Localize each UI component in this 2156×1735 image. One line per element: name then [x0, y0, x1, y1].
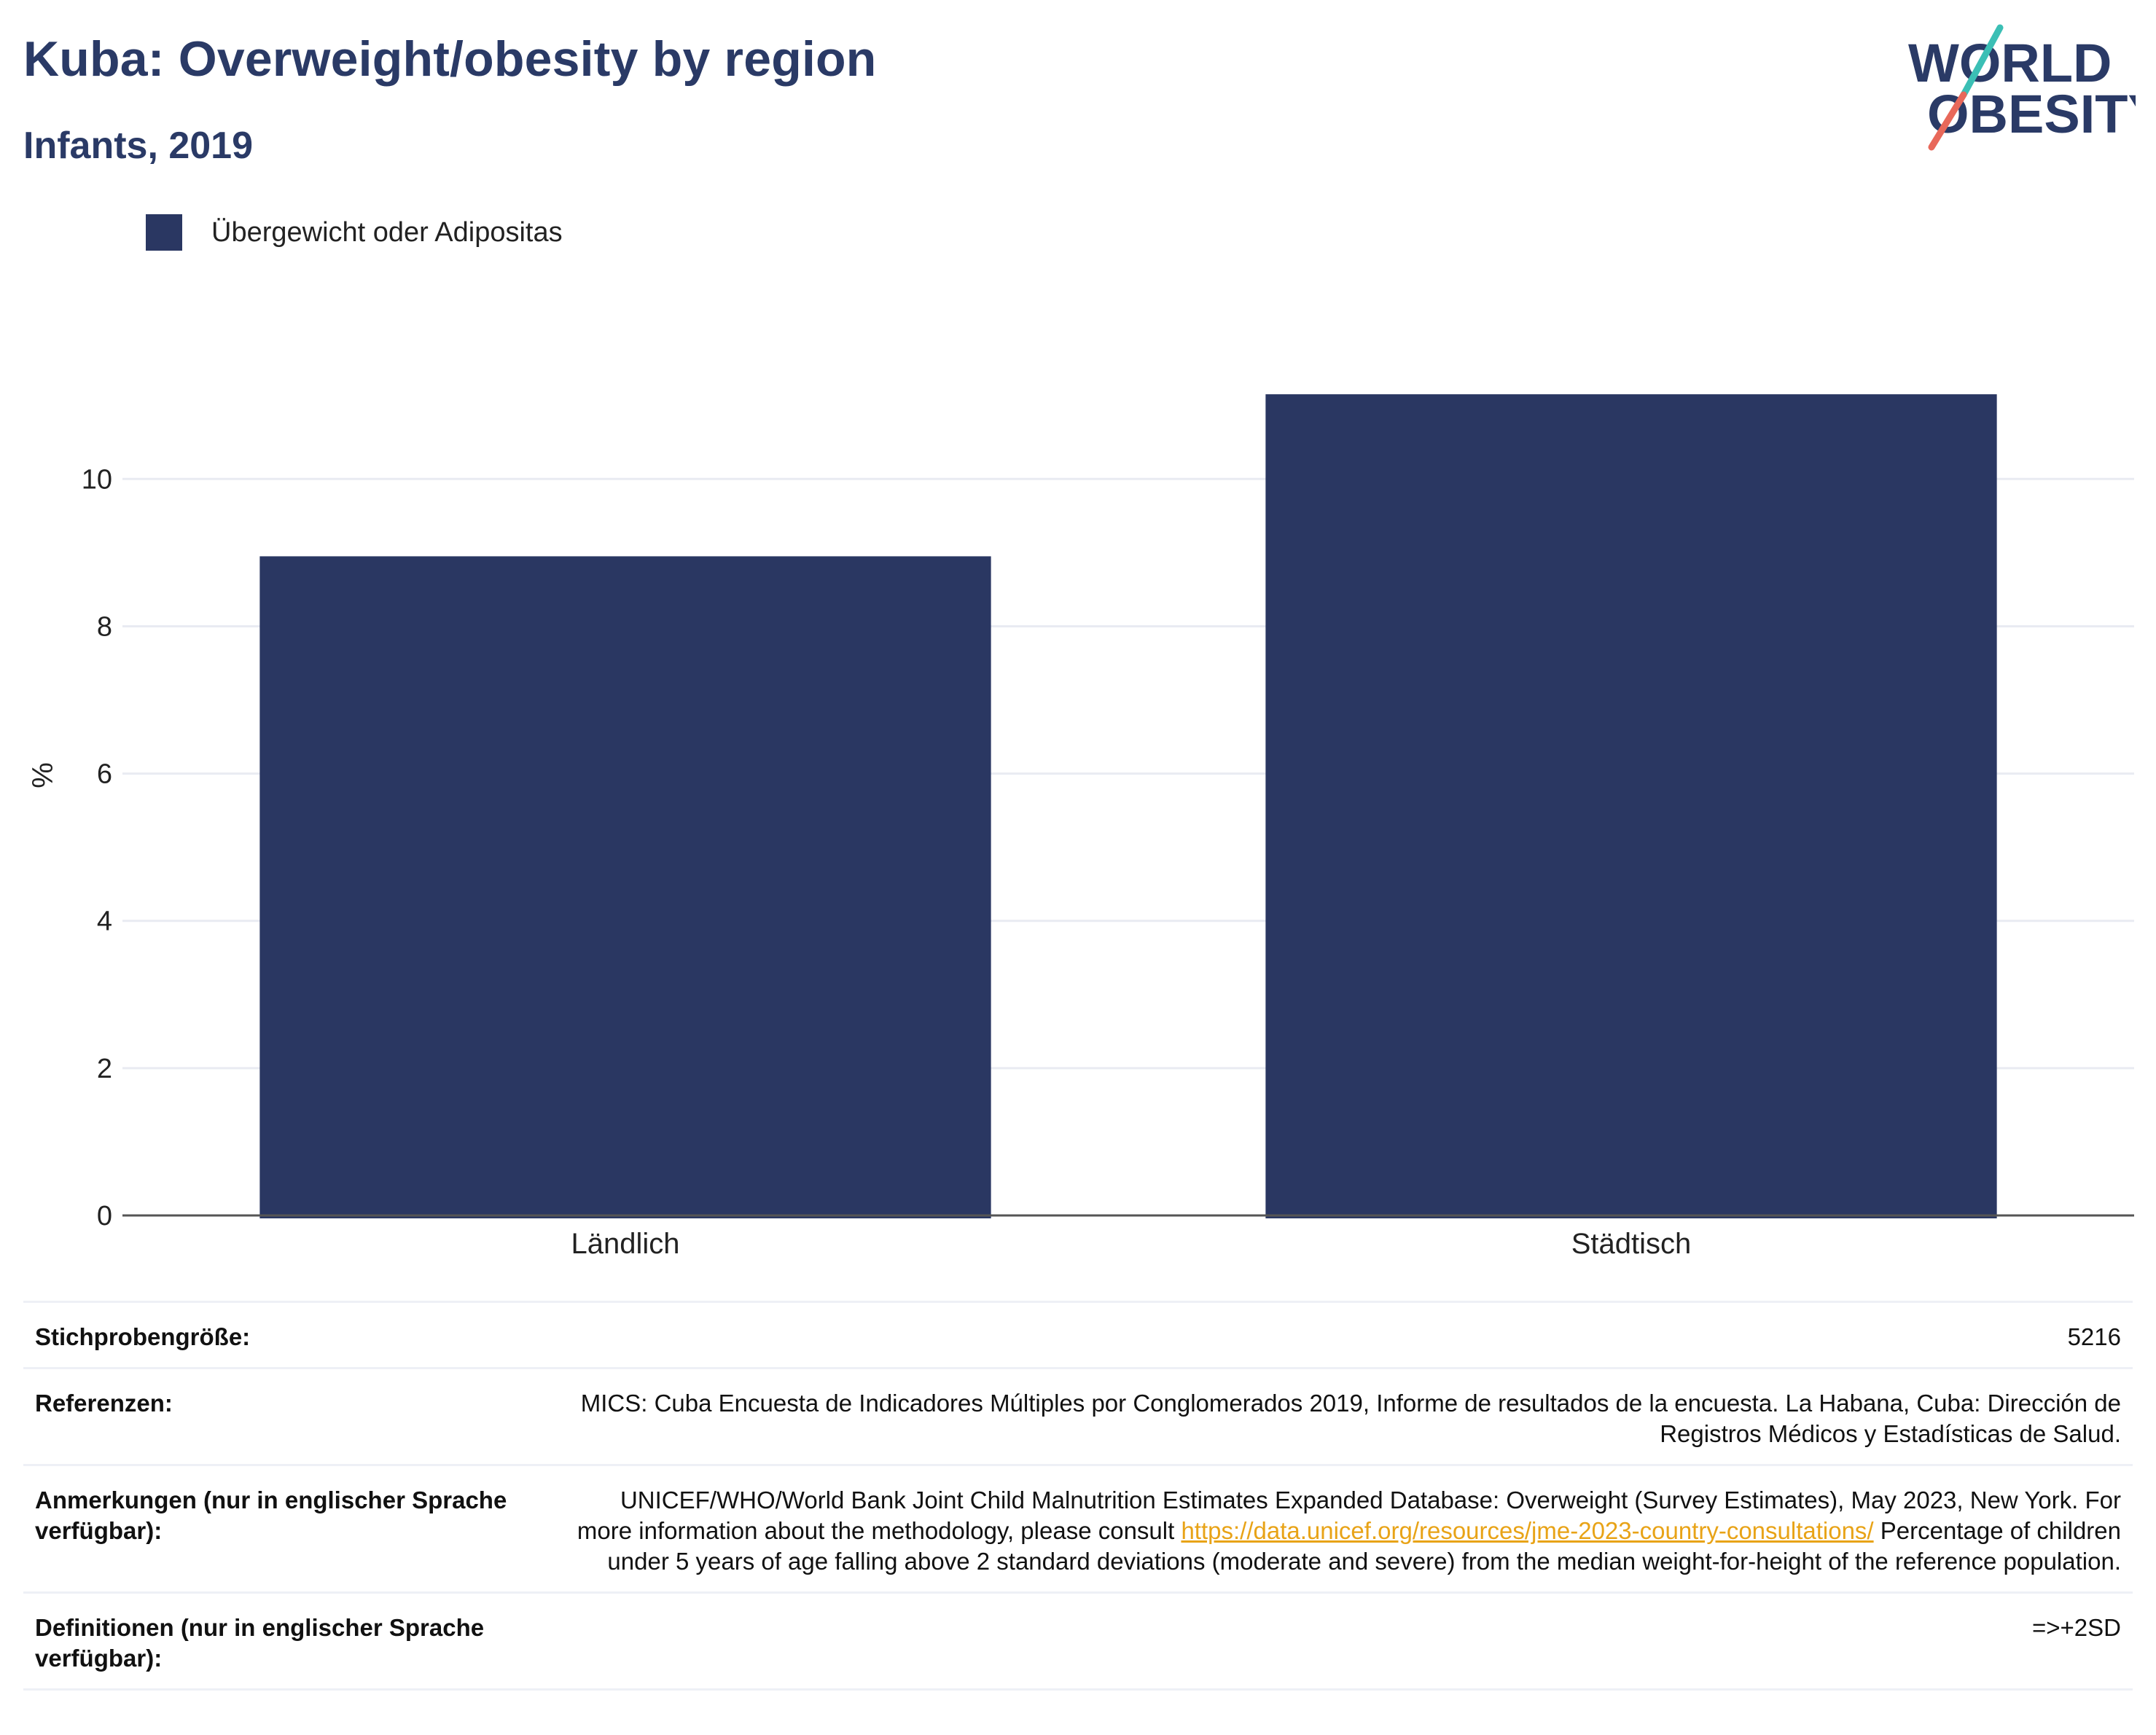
- y-tick-label: 0: [97, 1201, 112, 1231]
- table-row: Anmerkungen (nur in englischer Sprache v…: [23, 1465, 2133, 1593]
- notes-text-pre: UNICEF/WHO/World Bank Joint Child Malnut…: [577, 1487, 2121, 1544]
- notes-value: UNICEF/WHO/World Bank Joint Child Malnut…: [550, 1465, 2133, 1593]
- legend-label: Übergewicht oder Adipositas: [211, 216, 563, 248]
- bar-chart: 0 2 4 6 8 10% Ländlich Städtisch: [27, 394, 2134, 1260]
- chart-subtitle: Infants, 2019: [23, 125, 254, 167]
- bar: [259, 556, 991, 1218]
- methodology-link[interactable]: https://data.unicef.org/resources/jme-20…: [1181, 1517, 1874, 1544]
- notes-label: Anmerkungen (nur in englischer Sprache v…: [35, 1487, 507, 1544]
- table-row: Referenzen: MICS: Cuba Encuesta de Indic…: [23, 1368, 2133, 1465]
- svg-text:OBESITY: OBESITY: [1927, 84, 2136, 144]
- y-tick-label: 2: [97, 1054, 112, 1084]
- notes-text-post: Percentage of children under 5 years of …: [607, 1517, 2121, 1575]
- y-axis-label: %: [27, 762, 59, 788]
- legend-swatch: [146, 214, 182, 251]
- sample-size-label: Stichprobengröße:: [35, 1323, 251, 1350]
- table-row: Definitionen (nur in englischer Sprache …: [23, 1592, 2133, 1690]
- definitions-value: =>+2SD: [2031, 1614, 2121, 1641]
- bar: [1265, 394, 1997, 1218]
- references-label: Referenzen:: [35, 1390, 173, 1417]
- sample-size-value: 5216: [2067, 1323, 2121, 1350]
- y-tick-label: 6: [97, 759, 112, 790]
- definitions-label: Definitionen (nur in englischer Sprache …: [35, 1614, 485, 1672]
- metadata-table: Stichprobengröße: 5216 Referenzen: MICS:…: [23, 1301, 2133, 1691]
- table-row: Stichprobengröße: 5216: [23, 1301, 2133, 1368]
- y-tick-label: 10: [82, 464, 112, 495]
- x-tick-label: Ländlich: [571, 1228, 679, 1260]
- x-tick-label: Städtisch: [1571, 1228, 1692, 1260]
- world-obesity-logo: WORLD OBESITY: [1908, 24, 2136, 151]
- chart-title: Kuba: Overweight/obesity by region: [23, 31, 877, 87]
- y-tick-label: 8: [97, 611, 112, 642]
- references-value: MICS: Cuba Encuesta de Indicadores Múlti…: [580, 1390, 2121, 1447]
- legend[interactable]: Übergewicht oder Adipositas: [146, 214, 563, 251]
- y-tick-label: 4: [97, 906, 112, 937]
- svg-text:WORLD: WORLD: [1908, 33, 2112, 93]
